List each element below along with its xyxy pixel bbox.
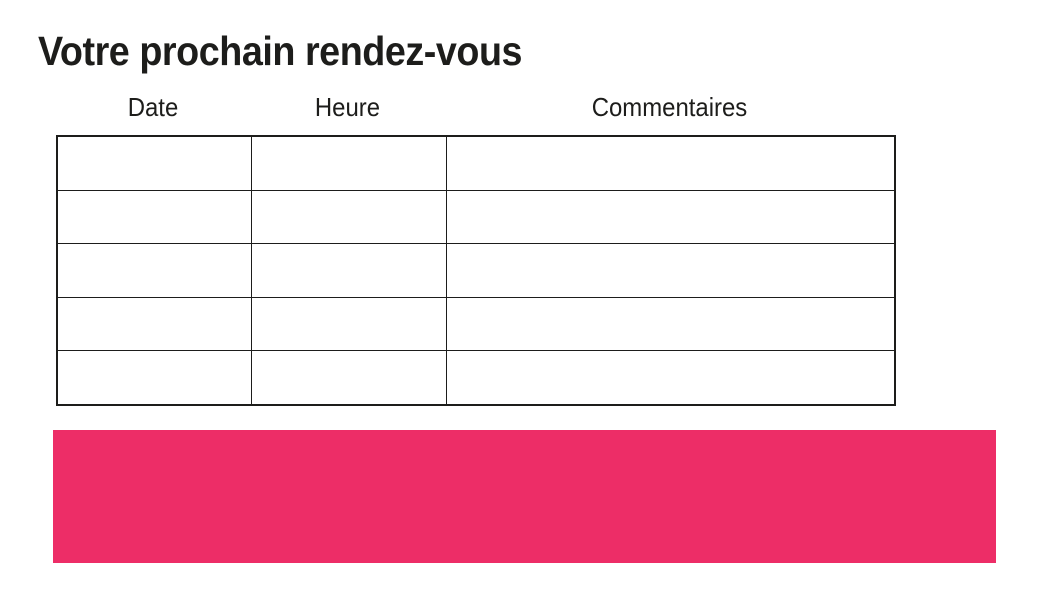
column-header-date: Date (127, 92, 179, 122)
table-column-headers: Date Heure Commentaires (56, 92, 894, 122)
table-row (56, 189, 896, 244)
table-cell (56, 189, 252, 244)
table-cell (445, 135, 896, 191)
pink-banner (53, 430, 996, 563)
table-cell (56, 350, 252, 405)
table-cell (250, 135, 447, 191)
table-cell (445, 243, 896, 298)
table-row (56, 296, 896, 351)
table-cell (445, 189, 896, 244)
column-header-commentaires: Commentaires (591, 92, 748, 122)
table-row (56, 350, 896, 405)
appointment-table-body (56, 135, 896, 405)
column-header-heure: Heure (314, 92, 381, 122)
table-cell (250, 350, 447, 405)
table-cell (56, 296, 252, 351)
table-cell (445, 296, 896, 351)
appointment-table (56, 135, 896, 406)
table-cell (250, 296, 447, 351)
table-row (56, 135, 896, 191)
table-row (56, 243, 896, 298)
table-cell (56, 135, 252, 191)
table-cell (250, 189, 447, 244)
table-cell (56, 243, 252, 298)
table-cell (250, 243, 447, 298)
page-title: Votre prochain rendez-vous (38, 28, 523, 74)
table-cell (445, 350, 896, 405)
